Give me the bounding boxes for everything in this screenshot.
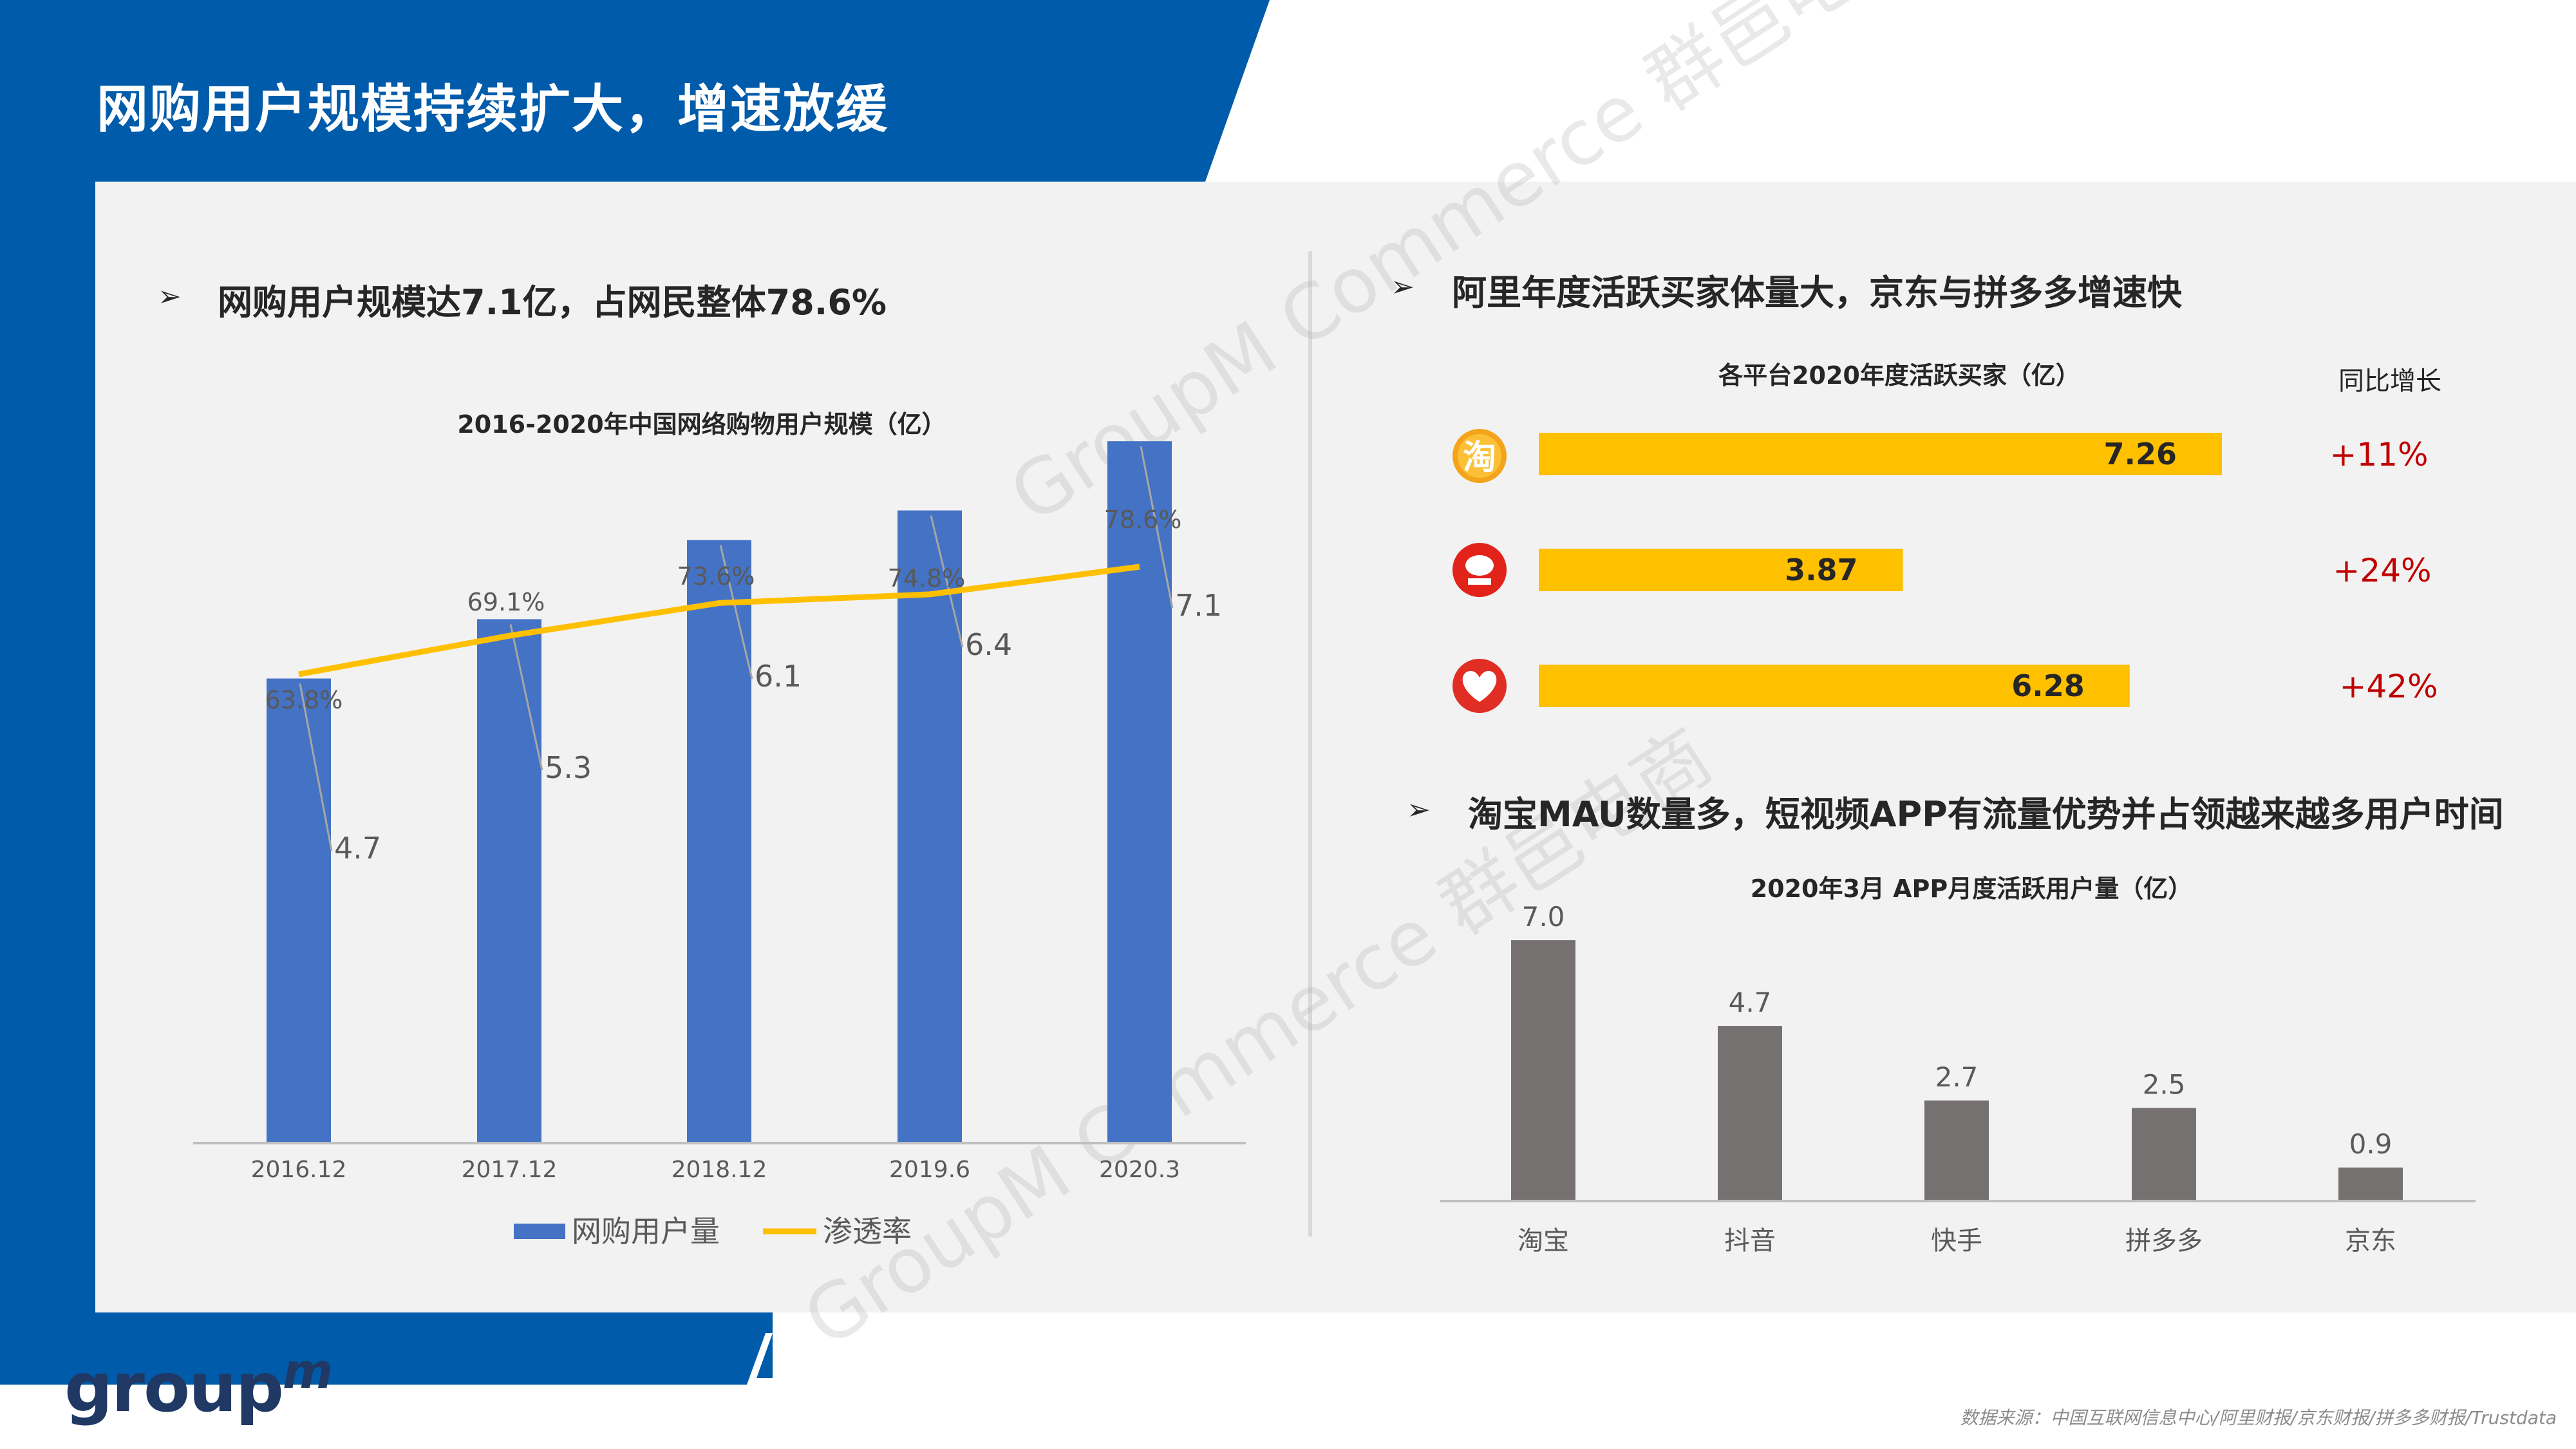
x-tick-label: 2019.6 — [889, 1157, 970, 1183]
page-title: 网购用户规模持续扩大，增速放缓 — [97, 79, 888, 139]
x-tick-label: 京东 — [2345, 1226, 2396, 1256]
x-tick-label: 2020.3 — [1099, 1157, 1180, 1183]
legend-label-penetration: 渗透率 — [823, 1214, 912, 1249]
bar-users-2017.12 — [477, 619, 541, 1143]
buyer-value-label: 7.26 — [2104, 437, 2177, 471]
buyer-bar-1 — [1539, 549, 1903, 591]
chart-title: 各平台2020年度活跃买家（亿） — [1718, 361, 2080, 390]
line-value-label: 69.1% — [467, 588, 545, 616]
legend-label-users: 网购用户量 — [572, 1214, 720, 1249]
legend-swatch-bar — [514, 1224, 565, 1239]
blue-bottom-stripe — [0, 1314, 773, 1385]
data-source-note: 数据来源：中国互联网信息中心/阿里财报/京东财报/拼多多财报/Trustdata — [1960, 1407, 2557, 1428]
bar-value-label: 4.7 — [334, 831, 381, 866]
x-tick-label: 抖音 — [1724, 1226, 1776, 1256]
x-tick-label: 2017.12 — [462, 1157, 558, 1183]
bullet-marker: ➢ — [1407, 793, 1431, 826]
right-bottom-heading: 淘宝MAU数量多，短视频APP有流量优势并占领越来越多用户时间 — [1468, 794, 2504, 835]
jd-icon — [1453, 543, 1507, 597]
bar-label-leader — [1140, 446, 1174, 609]
bullet-marker: ➢ — [1391, 270, 1415, 303]
left-heading: 网购用户规模达7.1亿，占网民整体78.6% — [218, 282, 887, 323]
bar-value-label: 5.3 — [545, 750, 592, 785]
growth-value: +24% — [2333, 552, 2431, 589]
mau-bar-淘宝 — [1511, 940, 1575, 1201]
x-tick-label: 快手 — [1931, 1226, 1982, 1256]
x-tick-label: 2016.12 — [251, 1157, 347, 1183]
bullet-marker: ➢ — [158, 280, 182, 313]
bar-label-leader — [299, 683, 333, 851]
taobao-icon: 淘 — [1453, 429, 1507, 483]
mau-bar-拼多多 — [2132, 1108, 2196, 1201]
buyer-value-label: 3.87 — [1785, 553, 1858, 587]
line-value-label: 74.8% — [888, 564, 966, 592]
bar-label-leader — [930, 515, 964, 648]
mau-value-label: 0.9 — [2349, 1128, 2393, 1160]
line-value-label: 73.6% — [677, 562, 755, 591]
bar-users-2020.3 — [1107, 441, 1172, 1143]
svg-text:淘: 淘 — [1463, 439, 1496, 477]
mau-bar-抖音 — [1718, 1026, 1782, 1201]
buyer-bar-0 — [1539, 433, 2222, 475]
chart-title: 2020年3月 APP月度活跃用户量（亿） — [1751, 875, 2193, 903]
mau-bar-快手 — [1924, 1100, 1989, 1201]
x-tick-label: 2018.12 — [672, 1157, 767, 1183]
line-value-label: 63.8% — [265, 686, 343, 714]
growth-header: 同比增长 — [2338, 366, 2441, 396]
growth-value: +11% — [2329, 436, 2428, 473]
bar-value-label: 7.1 — [1175, 588, 1222, 623]
mau-bar-京东 — [2338, 1167, 2403, 1201]
bar-value-label: 6.1 — [755, 659, 802, 694]
bar-value-label: 6.4 — [965, 627, 1012, 662]
mau-value-label: 4.7 — [1729, 987, 1772, 1018]
bar-label-leader — [719, 545, 753, 679]
growth-value: +42% — [2339, 668, 2438, 705]
bar-label-leader — [509, 624, 543, 771]
x-tick-label: 拼多多 — [2125, 1226, 2203, 1256]
penetration-line — [298, 564, 1140, 677]
x-tick-label: 淘宝 — [1518, 1226, 1569, 1256]
bar-users-2018.12 — [687, 540, 751, 1143]
bar-users-2016.12 — [267, 678, 331, 1143]
chart-title: 2016-2020年中国网络购物用户规模（亿） — [457, 410, 946, 439]
groupm-logo: groupm — [64, 1343, 333, 1427]
mau-value-label: 7.0 — [1522, 901, 1565, 933]
mau-value-label: 2.7 — [1935, 1061, 1979, 1093]
bar-users-2019.6 — [898, 510, 962, 1143]
line-value-label: 78.6% — [1104, 506, 1182, 534]
right-top-heading: 阿里年度活跃买家体量大，京东与拼多多增速快 — [1452, 272, 2182, 313]
buyer-bar-2 — [1539, 665, 2130, 707]
buyer-value-label: 6.28 — [2011, 668, 2085, 703]
pinduoduo-icon — [1453, 659, 1507, 713]
mau-value-label: 2.5 — [2143, 1068, 2186, 1100]
